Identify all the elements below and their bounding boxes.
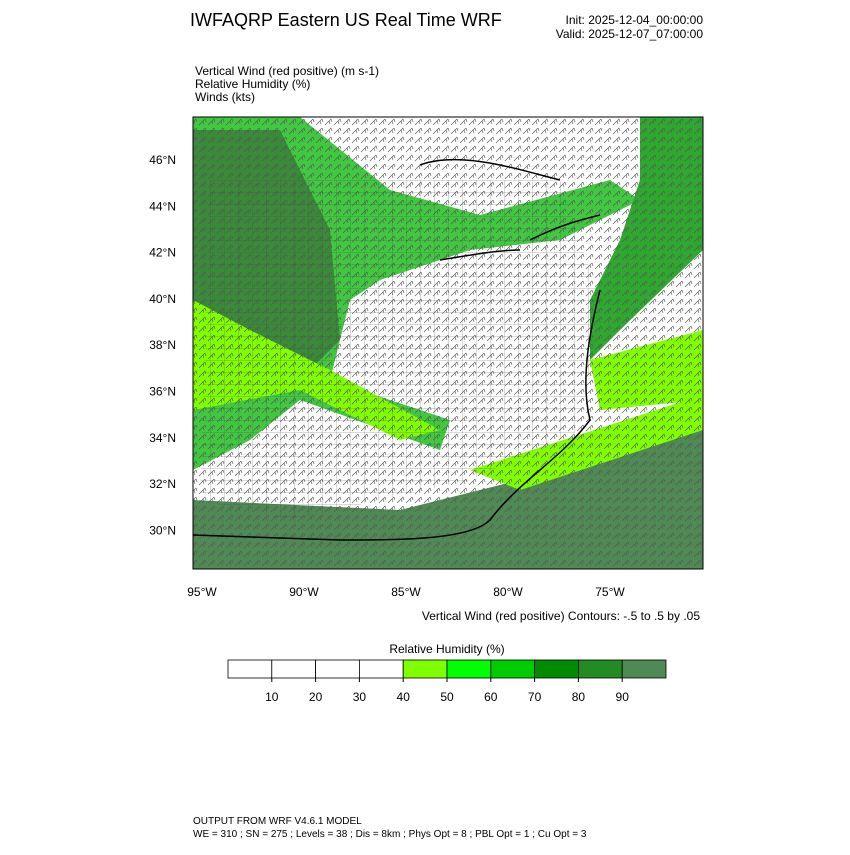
graticule-labels: 46°N 44°N 42°N 40°N 38°N 36°N 34°N 32°N 30°N 95°W…: [149, 153, 625, 599]
county-borders: [200, 180, 600, 520]
colorbar-tick-label: 10: [265, 690, 279, 704]
field-label: Vertical Wind (red positive) (m s-1): [195, 64, 379, 78]
title: IWFAQRP Eastern US Real Time WRF: [190, 10, 502, 30]
footer-line: WE = 310 ; SN = 275 ; Levels = 38 ; Dis …: [193, 829, 587, 840]
lon-label: 80°W: [493, 585, 523, 599]
colorbar-tick-label: 40: [397, 690, 411, 704]
colorbar-tick-label: 30: [353, 690, 367, 704]
lon-label: 75°W: [595, 585, 625, 599]
colorbar-box: [446, 659, 492, 679]
colorbar-box: [402, 659, 448, 679]
contour-note: Vertical Wind (red positive) Contours: -…: [422, 609, 700, 623]
lat-label: 38°N: [149, 338, 176, 352]
colorbar-tick-label: 20: [309, 690, 323, 704]
lat-label: 42°N: [149, 246, 176, 260]
lat-label: 34°N: [149, 431, 176, 445]
field-label: Relative Humidity (%): [195, 77, 310, 91]
lat-label: 40°N: [149, 292, 176, 306]
colorbar-box: [490, 659, 535, 679]
colorbar-tick-label: 80: [572, 690, 586, 704]
field-list: Vertical Wind (red positive) (m s-1)Rela…: [195, 64, 379, 104]
colorbar-box: [315, 659, 360, 679]
lat-label: 46°N: [149, 153, 176, 167]
lon-label: 95°W: [187, 585, 217, 599]
lat-label: 44°N: [149, 199, 176, 213]
colorbar-box: [227, 659, 273, 679]
coastline: [193, 289, 601, 541]
footer-line: OUTPUT FROM WRF V4.6.1 MODEL: [193, 816, 362, 827]
map-frame: [192, 116, 704, 570]
lon-label: 85°W: [391, 585, 421, 599]
colorbar-box: [621, 659, 667, 679]
colorbar-box: [534, 659, 579, 679]
coastline: [419, 158, 601, 261]
colorbar-box: [358, 659, 404, 679]
colorbar-tick-label: 70: [528, 690, 542, 704]
colorbar-box: [271, 659, 316, 679]
lon-label: 90°W: [289, 585, 319, 599]
map: [193, 117, 703, 569]
colorbar-title: Relative Humidity (%): [389, 642, 504, 656]
init-time: Init: 2025-12-04_00:00:00: [566, 13, 704, 27]
field-label: Winds (kts): [195, 90, 255, 104]
colorbar-tick-label: 60: [484, 690, 498, 704]
colorbar-tick-label: 90: [616, 690, 630, 704]
colorbar-box: [578, 659, 623, 679]
lat-label: 30°N: [149, 523, 176, 537]
colorbar: 10 20 30 40 50 60 70 80 90: [227, 659, 667, 704]
lat-label: 32°N: [149, 477, 176, 491]
valid-time: Valid: 2025-12-07_07:00:00: [556, 27, 704, 41]
lat-label: 36°N: [149, 385, 176, 399]
colorbar-tick-label: 50: [440, 690, 454, 704]
